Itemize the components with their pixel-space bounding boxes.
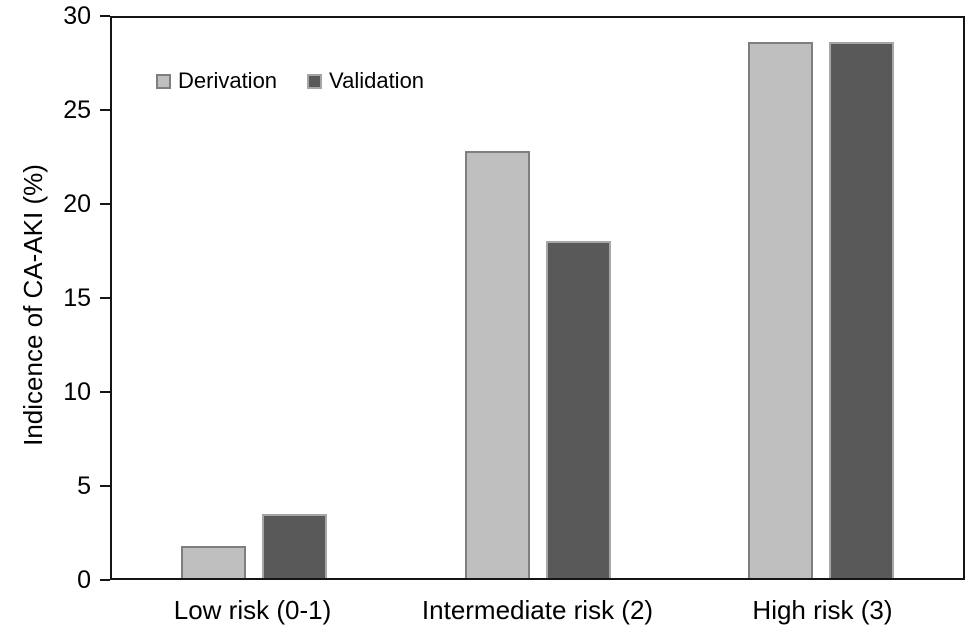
legend: Derivation Validation (156, 70, 424, 92)
y-tick-label: 15 (63, 284, 91, 312)
y-tick-label: 30 (63, 2, 91, 30)
y-tick-label: 0 (77, 566, 91, 594)
y-tick-mark (100, 485, 110, 487)
legend-item-derivation: Derivation (156, 70, 277, 92)
y-tick-mark (100, 15, 110, 17)
legend-label: Derivation (178, 68, 278, 93)
x-category-label: Intermediate risk (2) (421, 595, 654, 625)
legend-swatch-validation (307, 73, 323, 89)
y-tick-label: 20 (63, 190, 91, 218)
y-tick-label: 25 (63, 96, 91, 124)
bar-validation-2 (546, 241, 611, 578)
y-tick-mark (100, 579, 110, 581)
y-tick-label: 5 (77, 472, 91, 500)
y-tick-mark (100, 203, 110, 205)
x-category-label: High risk (3) (752, 595, 893, 625)
plot-area: Derivation Validation (110, 16, 965, 580)
bar-derivation-2 (465, 151, 530, 578)
bar-validation-1 (262, 514, 327, 578)
legend-label: Validation (329, 68, 425, 93)
bar-derivation-3 (748, 42, 813, 578)
x-category-label: Low risk (0-1) (173, 595, 332, 625)
bar-validation-3 (829, 42, 894, 578)
y-tick-mark (100, 109, 110, 111)
y-tick-mark (100, 297, 110, 299)
y-tick-mark (100, 391, 110, 393)
y-tick-label: 10 (63, 378, 91, 406)
legend-swatch-derivation (156, 73, 171, 89)
bar-derivation-1 (181, 546, 246, 578)
legend-item-validation: Validation (307, 70, 424, 92)
